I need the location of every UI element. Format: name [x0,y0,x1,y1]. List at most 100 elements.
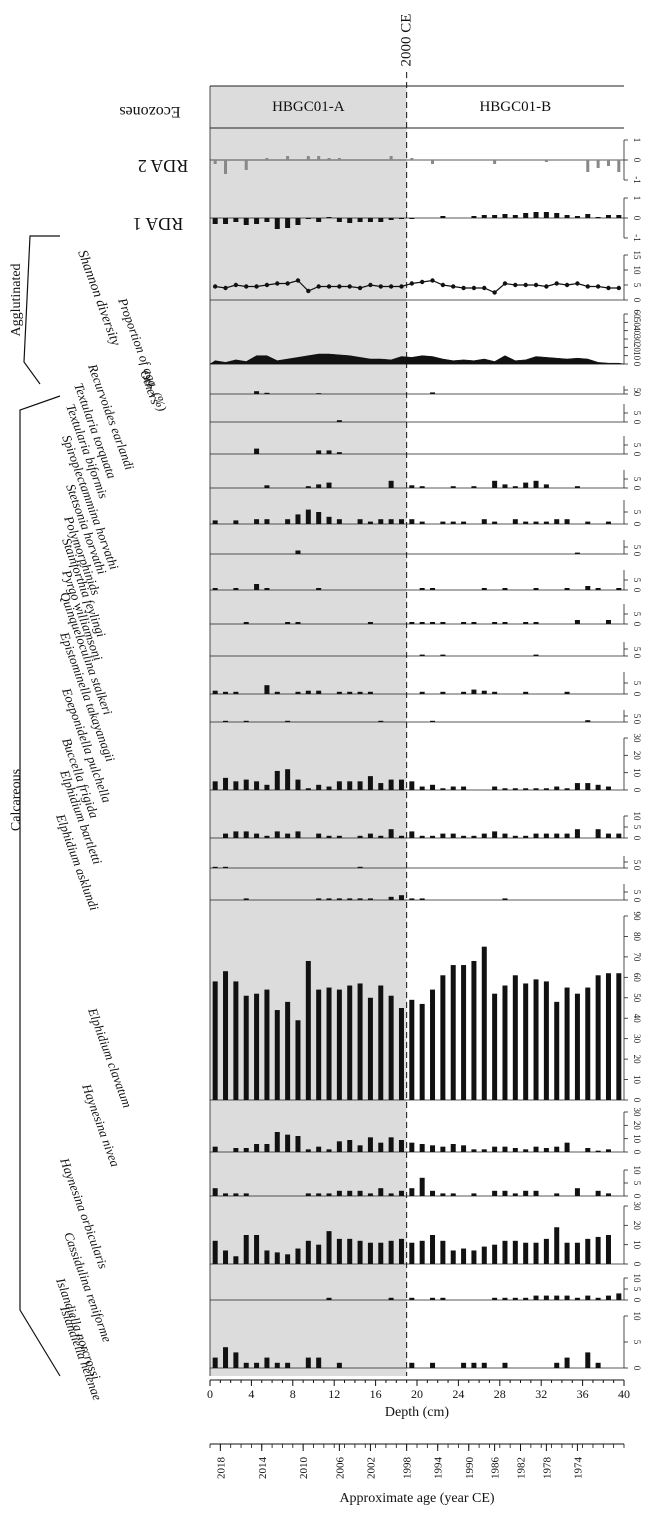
panel-18-bar [502,1190,508,1196]
depth-tick-label: 12 [328,1387,340,1401]
panel-21-bar [471,1362,477,1368]
panel-18-bar [554,1193,560,1196]
panel-19-bar [450,1250,456,1264]
panel-17-bar [595,1150,601,1152]
panel-12-bar [264,784,270,790]
panel-11-tick-label: 0 [632,720,642,725]
panel-7-bar [316,588,322,590]
zone-shade-HBGC01-A [210,86,407,1376]
panel-20-tick-label: 10 [632,1274,642,1284]
shannon-point [409,281,415,286]
panel-16-bar [523,983,529,1100]
shannon-point [212,284,218,289]
panel-15-tick-label: 5 [632,890,642,895]
panel-5-bar [233,520,239,524]
panel-21-tick-label: 0 [632,1366,642,1371]
panel-12-bar [326,786,332,790]
panel-19-tick-label: 0 [632,1262,642,1267]
panel-17-bar [564,1142,570,1152]
panel-16-bar [285,1001,291,1100]
panel-13-bar [595,829,601,838]
panel-16-bar [419,1003,425,1100]
panel-4-bar [471,486,477,488]
panel-13-bar [223,833,229,838]
shannon-point [337,284,342,289]
panel-16-bar [502,985,508,1100]
panel-16-tick-label: 90 [632,912,642,922]
panel-5-bar [419,521,425,524]
panel-7-bar [533,588,539,590]
panel-8-tick-label: 5 [632,612,642,617]
panel-5-bar [388,519,394,524]
panel-18-bar [398,1190,404,1196]
panel-19-bar [440,1240,446,1264]
panel-14-tick-label: 0 [632,866,642,871]
panel-16-tick-label: 60 [632,973,642,983]
panel-7-bar [502,588,508,590]
shannon-point [513,282,518,288]
panel-9-bar [419,654,425,656]
panel-19-bar [595,1236,601,1264]
panel-9-tick-label: 0 [632,654,642,659]
shannon-point [233,282,239,288]
panel-20-bar [430,1297,436,1300]
panel-15-bar [388,896,394,900]
panel-10-tick-label: 5 [632,681,642,686]
panel-12-bar [285,769,291,790]
panel-6-tick-label: 0 [632,552,642,557]
shannon-tick-label: 15 [632,251,642,261]
panel-16-bar [461,965,467,1100]
panel-21-bar [316,1357,322,1368]
panel-4-bar [326,482,332,488]
panel-8-bar [471,622,477,624]
panel-12-tick-label: 10 [632,768,642,778]
shannon-point [399,284,404,289]
panel-16-bar [357,983,363,1100]
panel-1-tick-label: 10 [632,351,642,361]
rda1-tick-label: 0 [632,216,642,221]
panel-20-bar [595,1297,601,1300]
panel-19-bar [574,1242,580,1264]
panel-21-bar [461,1362,467,1368]
panel-15-bar [502,898,508,900]
panel-10-bar [295,691,301,694]
panel-19-bar [605,1235,611,1264]
panel-9-bar [440,654,446,656]
panel-4-bar [523,482,529,488]
panel-12-bar [367,776,373,790]
panel-5-bar [212,520,218,524]
panel-2-tick-label: 0 [632,420,642,425]
panel-7-bar [585,586,591,590]
panel-4-bar [419,486,425,488]
shannon-point [502,281,508,286]
panel-12-bar [554,786,560,790]
rda1-bar [585,214,591,218]
panel-12-bar [212,781,218,790]
rda2-tick-label: 1 [632,138,642,143]
panel-13-bar [243,831,249,838]
shannon-point [575,281,580,286]
panel-21-bar [502,1362,508,1368]
age-tick-label: 2002 [365,1457,377,1479]
shannon-line [215,279,619,294]
age-tick-label: 2014 [257,1457,269,1480]
panel-16-tick-label: 20 [632,1055,642,1065]
panel-4-tick-label: 0 [632,486,642,491]
panel-8-bar [461,622,467,624]
bottom-axes-layer: 0 4 8 12 16 20 24 28 32 36 40 Depth (cm) 2018 2014 201… [207,1379,630,1506]
panel-20-bar [409,1297,415,1300]
panel-19-bar [223,1250,229,1264]
rda2-bar [596,160,600,168]
rda1-bar [388,218,394,220]
panel-21-bar [305,1357,311,1368]
rda1-bar [512,215,518,218]
panel-5-bar [316,512,322,524]
shannon-point [533,282,539,288]
panel-16-bar [533,979,539,1100]
panel-13-bar [316,833,322,838]
panel-19-bar [388,1240,394,1264]
panel-17-bar [440,1146,446,1152]
shannon-point [275,281,280,286]
panel-8-bar [502,622,508,624]
panel-13-bar [336,835,342,838]
